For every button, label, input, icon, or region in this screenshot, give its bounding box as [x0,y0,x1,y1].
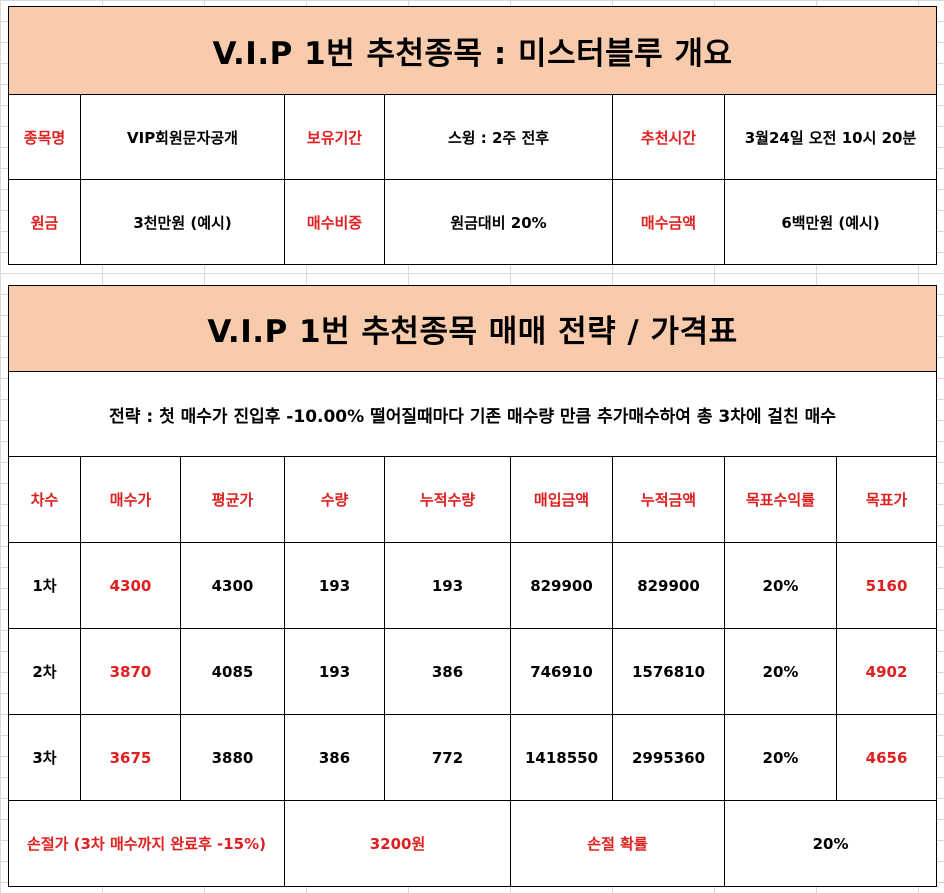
header-buy-price: 매수가 [80,456,181,543]
principal-label: 원금 [8,179,81,265]
target-price-cell: 4902 [835,628,938,715]
cumulative-quantity-cell: 772 [384,714,511,801]
round-cell: 3차 [8,714,81,801]
stoploss-probability-value: 20% [723,800,938,887]
header-target-return: 목표수익률 [724,456,837,543]
strategy-title: V.I.P 1번 추천종목 매매 전략 / 가격표 [7,285,938,372]
stock-name-label: 종목명 [8,94,81,180]
average-price-cell: 4300 [180,542,285,629]
header-target-price: 목표가 [835,456,938,543]
cumulative-quantity-cell: 386 [384,628,511,715]
table-row: 1차 4300 4300 193 193 829900 829900 20% 5… [8,542,938,629]
stoploss-value: 3200원 [284,800,511,887]
stock-name-value: VIP회원문자공개 [80,94,285,180]
target-return-cell: 20% [724,714,837,801]
buy-price-cell: 3870 [80,628,181,715]
round-cell: 2차 [8,628,81,715]
buy-ratio-value: 원금대비 20% [384,179,613,265]
holding-period-value: 스윙 : 2주 전후 [384,94,613,180]
table-row: 2차 3870 4085 193 386 746910 1576810 20% … [8,628,938,715]
buy-price-cell: 3675 [80,714,181,801]
header-cumulative-amount: 누적금액 [612,456,725,543]
header-cumulative-quantity: 누적수량 [384,456,511,543]
quantity-cell: 193 [284,628,385,715]
average-price-cell: 4085 [180,628,285,715]
recommend-time-label: 추천시간 [612,94,725,180]
buy-ratio-label: 매수비중 [284,179,385,265]
average-price-cell: 3880 [180,714,285,801]
overview-title: V.I.P 1번 추천종목 : 미스터블루 개요 [7,6,938,95]
buy-price-cell: 4300 [80,542,181,629]
stoploss-probability-label: 손절 확률 [510,800,725,887]
round-cell: 1차 [8,542,81,629]
holding-period-label: 보유기간 [284,94,385,180]
strategy-price-table: V.I.P 1번 추천종목 매매 전략 / 가격표 전략 : 첫 매수가 진입후… [7,285,938,887]
target-price-cell: 5160 [835,542,938,629]
quantity-cell: 386 [284,714,385,801]
buy-amount-label: 매수금액 [612,179,725,265]
cumulative-amount-cell: 2995360 [612,714,725,801]
cumulative-quantity-cell: 193 [384,542,511,629]
recommend-time-value: 3월24일 오전 10시 20분 [723,94,938,180]
cumulative-amount-cell: 1576810 [612,628,725,715]
stoploss-label: 손절가 (3차 매수까지 완료후 -15%) [8,800,285,887]
purchase-amount-cell: 1418550 [510,714,613,801]
buy-amount-value: 6백만원 (예시) [723,179,938,265]
quantity-cell: 193 [284,542,385,629]
strategy-description: 전략 : 첫 매수가 진입후 -10.00% 떨어질때마다 기존 매수량 만큼 … [7,371,938,457]
header-purchase-amount: 매입금액 [510,456,613,543]
purchase-amount-cell: 746910 [510,628,613,715]
principal-value: 3천만원 (예시) [80,179,285,265]
header-round: 차수 [8,456,81,543]
target-price-cell: 4656 [835,714,938,801]
purchase-amount-cell: 829900 [510,542,613,629]
header-average-price: 평균가 [180,456,285,543]
cumulative-amount-cell: 829900 [612,542,725,629]
target-return-cell: 20% [724,628,837,715]
overview-table: V.I.P 1번 추천종목 : 미스터블루 개요 종목명 VIP회원문자공개 보… [7,6,938,265]
header-quantity: 수량 [284,456,385,543]
table-row: 3차 3675 3880 386 772 1418550 2995360 20%… [8,714,938,801]
target-return-cell: 20% [724,542,837,629]
